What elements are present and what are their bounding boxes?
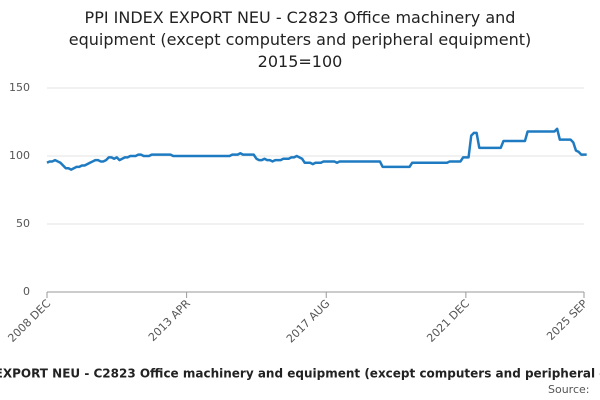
x-tick-label: 2017 AUG: [284, 297, 333, 346]
footer: PPI INDEX EXPORT NEU - C2823 Office mach…: [0, 367, 600, 381]
x-tick-label: 2021 DEC: [424, 297, 472, 345]
chart-title: PPI INDEX EXPORT NEU - C2823 Office mach…: [69, 8, 532, 71]
y-tick-label: 150: [9, 81, 30, 94]
source: Source:: [548, 383, 590, 396]
y-tick-label: 50: [16, 217, 30, 230]
line: [46, 127, 587, 171]
x-tick-label: 2013 APR: [146, 297, 193, 344]
x-tick-label: 2008 DEC: [5, 297, 53, 345]
x-tick-label: 2025 SEP: [544, 297, 590, 343]
y-tick-label: 0: [23, 285, 30, 298]
y-tick-label: 100: [9, 149, 30, 162]
